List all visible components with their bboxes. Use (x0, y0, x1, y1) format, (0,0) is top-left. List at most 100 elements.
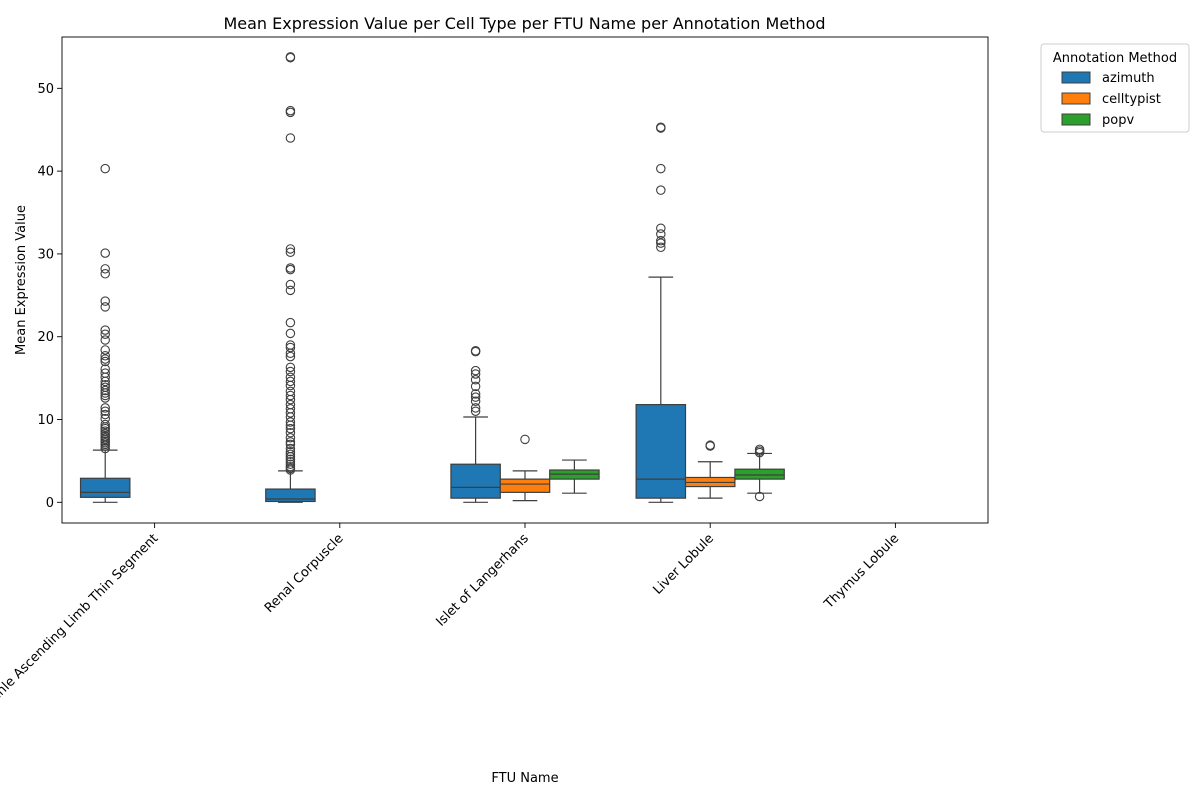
outlier-point (754, 491, 765, 502)
outlier-point (285, 340, 296, 350)
box-popv (734, 444, 785, 502)
y-tick-label: 40 (37, 165, 54, 180)
outlier-point (754, 444, 765, 455)
outlier-point (285, 247, 296, 258)
outlier-point (100, 335, 110, 345)
legend-label-popv: popv (1102, 113, 1134, 128)
outlier-point (470, 389, 481, 399)
outlier-point (100, 325, 110, 335)
outlier-point (100, 443, 110, 454)
outlier-point (100, 264, 110, 274)
outlier-point (100, 385, 110, 396)
x-tick-label: Thymus Lobule (821, 531, 902, 612)
y-axis-label: Mean Expression Value (14, 205, 29, 355)
outlier-point (285, 376, 296, 387)
iqr-box (499, 478, 551, 493)
outlier-point (285, 328, 296, 339)
outlier-point (100, 248, 110, 258)
outlier-point (100, 368, 110, 378)
outlier-point (656, 122, 666, 132)
y-tick-label: 10 (37, 413, 54, 428)
x-tick-label: Loop Of Henle Ascending Limb Thin Segmen… (0, 531, 161, 750)
legend-swatch-popv (1061, 113, 1091, 126)
legend-frame (1040, 43, 1190, 133)
outlier-point (656, 163, 666, 174)
box-azimuth (265, 52, 316, 503)
outlier-point (285, 423, 296, 434)
outlier-point (285, 432, 296, 443)
outlier-point (656, 229, 666, 239)
y-axis: 0 10 20 30 40 50 (37, 82, 62, 511)
legend-swatch-celltypist (1061, 92, 1091, 105)
outlier-point (285, 342, 296, 353)
outlier-point (470, 406, 481, 416)
legend-swatch-azimuth (1061, 71, 1091, 84)
iqr-box (635, 404, 687, 499)
outlier-point (470, 403, 481, 413)
outlier-point (100, 356, 110, 367)
y-tick-label: 0 (46, 496, 54, 511)
outlier-point (285, 386, 296, 397)
outlier-point (100, 428, 110, 439)
outlier-point (285, 263, 296, 273)
outlier-point (100, 426, 110, 436)
outlier-point (470, 396, 481, 407)
outlier-point (100, 379, 110, 390)
outlier-point (100, 393, 110, 403)
outlier-point (656, 185, 666, 195)
outlier-point (100, 413, 110, 424)
outlier-point (100, 329, 110, 339)
outlier-point (285, 317, 296, 328)
outlier-point (100, 296, 110, 306)
outlier-point (100, 406, 110, 416)
x-axis-label: FTU Name (491, 771, 558, 786)
legend: Annotation Method azimuth celltypist popv (1040, 43, 1190, 133)
outlier-point (100, 364, 110, 374)
outlier-point (285, 399, 296, 410)
x-axis: Loop Of Henle Ascending Limb Thin Segmen… (0, 523, 902, 750)
outlier-point (100, 345, 110, 355)
outlier-point (285, 461, 296, 472)
iqr-box (265, 488, 316, 503)
boxes-layer (79, 52, 785, 503)
outlier-point (285, 351, 296, 362)
outlier-point (100, 403, 110, 413)
outlier-point (705, 440, 715, 450)
box-celltypist (684, 440, 736, 499)
outlier-point (285, 459, 296, 469)
outlier-point (285, 244, 296, 254)
x-tick-label: Liver Lobule (650, 531, 717, 598)
outlier-point (470, 365, 481, 376)
iqr-box (734, 468, 785, 480)
outlier-point (285, 279, 296, 290)
outlier-point (285, 362, 296, 373)
outlier-point (285, 443, 296, 454)
box-azimuth (635, 122, 687, 503)
outlier-point (285, 372, 296, 383)
legend-label-azimuth: azimuth (1102, 71, 1155, 86)
outlier-point (656, 242, 666, 253)
outlier-point (100, 409, 110, 420)
outlier-point (100, 431, 110, 441)
outlier-point (470, 346, 481, 356)
box-azimuth (79, 163, 131, 503)
outlier-point (100, 302, 110, 312)
x-tick-label: Islet of Langerhans (433, 531, 532, 630)
outlier-point (100, 163, 110, 174)
outlier-point (470, 369, 481, 379)
outlier-point (285, 417, 296, 427)
outlier-point (100, 351, 110, 361)
outlier-point (100, 382, 110, 392)
outlier-point (285, 454, 296, 464)
outlier-point (100, 354, 110, 364)
iqr-box (450, 463, 501, 499)
outlier-point (285, 403, 296, 414)
outlier-point (285, 390, 296, 401)
outlier-point (656, 235, 666, 246)
outlier-point (285, 447, 296, 457)
outlier-point (656, 238, 666, 248)
outlier-point (285, 439, 296, 450)
y-tick-label: 30 (37, 247, 54, 262)
outlier-point (470, 381, 481, 392)
legend-label-celltypist: celltypist (1102, 92, 1161, 107)
